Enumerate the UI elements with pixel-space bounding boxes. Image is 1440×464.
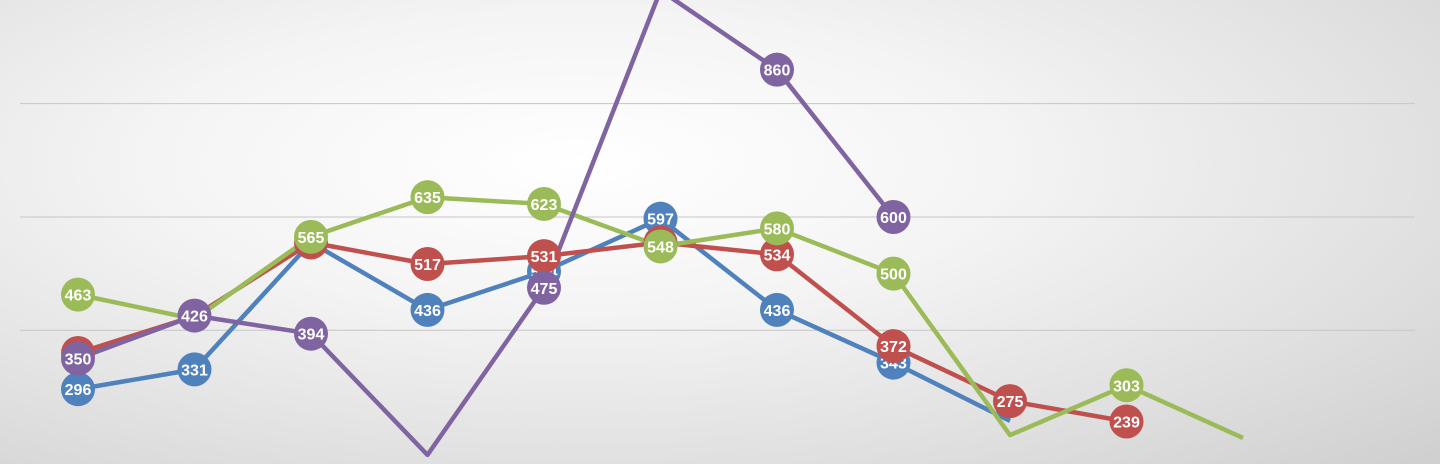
gridlines xyxy=(20,103,1415,331)
data-marker xyxy=(760,292,794,327)
series-2-point: 372 xyxy=(876,329,911,364)
data-label: 350 xyxy=(65,352,92,369)
series-markers: 2963314365045974363433605555175315555343… xyxy=(61,52,1144,439)
series-2-point: 517 xyxy=(410,247,445,282)
data-label: 623 xyxy=(531,197,558,214)
data-label: 463 xyxy=(65,288,92,305)
series-3-point: 548 xyxy=(643,229,678,264)
series-3-point: 565 xyxy=(294,219,328,254)
series-4-point: 394 xyxy=(294,316,328,351)
data-label: 580 xyxy=(764,221,791,238)
data-marker xyxy=(61,372,95,407)
data-marker xyxy=(294,316,328,351)
data-label: 600 xyxy=(880,210,907,227)
series-1-point: 436 xyxy=(760,292,794,327)
data-marker xyxy=(760,52,794,87)
data-label: 275 xyxy=(997,394,1024,411)
series-3-point: 623 xyxy=(527,186,561,221)
series-1-point: 331 xyxy=(177,352,212,387)
data-marker xyxy=(643,229,678,264)
series-3-point: 500 xyxy=(876,256,911,291)
data-marker xyxy=(993,384,1027,419)
data-marker xyxy=(410,247,445,282)
data-label: 517 xyxy=(414,257,441,274)
data-marker xyxy=(643,201,678,236)
data-label: 331 xyxy=(181,362,208,379)
series-3-point: 635 xyxy=(410,180,445,215)
data-marker xyxy=(1109,404,1144,439)
series-4-point: 600 xyxy=(876,199,911,234)
series-2-line xyxy=(77,240,1127,424)
data-marker xyxy=(294,219,328,254)
data-label: 860 xyxy=(764,63,791,80)
data-marker xyxy=(177,352,212,387)
data-label: 534 xyxy=(764,247,791,264)
data-marker xyxy=(410,292,445,327)
data-marker xyxy=(876,199,911,234)
data-label: 597 xyxy=(647,212,674,229)
series-1-point: 296 xyxy=(61,372,95,407)
series-1-point: 436 xyxy=(410,292,445,327)
data-label: 548 xyxy=(647,239,674,256)
data-label: 635 xyxy=(414,190,441,207)
data-label: 426 xyxy=(181,309,208,326)
series-2-point: 275 xyxy=(993,384,1027,419)
data-marker xyxy=(760,237,794,272)
data-marker xyxy=(1109,368,1144,403)
data-marker xyxy=(876,256,911,291)
data-label: 372 xyxy=(880,339,907,356)
series-2-point: 534 xyxy=(760,237,794,272)
data-marker xyxy=(527,186,561,221)
series-4-point: 860 xyxy=(760,52,794,87)
data-label: 394 xyxy=(298,327,325,344)
data-marker xyxy=(61,341,95,376)
data-label: 303 xyxy=(1113,378,1140,395)
series-3-point: 580 xyxy=(760,211,794,246)
data-label: 436 xyxy=(414,303,441,320)
series-4-point: 350 xyxy=(61,341,95,376)
series-4-point: 426 xyxy=(177,298,212,333)
series-2-point: 239 xyxy=(1109,404,1144,439)
data-label: 436 xyxy=(764,303,791,320)
series-3-point: 463 xyxy=(61,277,95,312)
series-1-point: 597 xyxy=(643,201,678,236)
data-marker xyxy=(527,239,561,274)
data-label: 500 xyxy=(880,267,907,284)
data-label: 475 xyxy=(531,281,558,298)
data-marker xyxy=(410,180,445,215)
data-marker xyxy=(177,298,212,333)
data-label: 239 xyxy=(1113,415,1140,432)
data-marker xyxy=(876,329,911,364)
data-marker xyxy=(61,277,95,312)
series-2-point: 531 xyxy=(527,239,561,274)
series-3-point: 303 xyxy=(1109,368,1144,403)
data-label: 531 xyxy=(531,249,558,266)
data-marker xyxy=(760,211,794,246)
data-label: 565 xyxy=(298,230,325,247)
data-marker xyxy=(527,270,561,305)
data-label: 296 xyxy=(65,382,92,399)
series-4-point: 475 xyxy=(527,270,561,305)
series-4-line xyxy=(77,0,896,458)
